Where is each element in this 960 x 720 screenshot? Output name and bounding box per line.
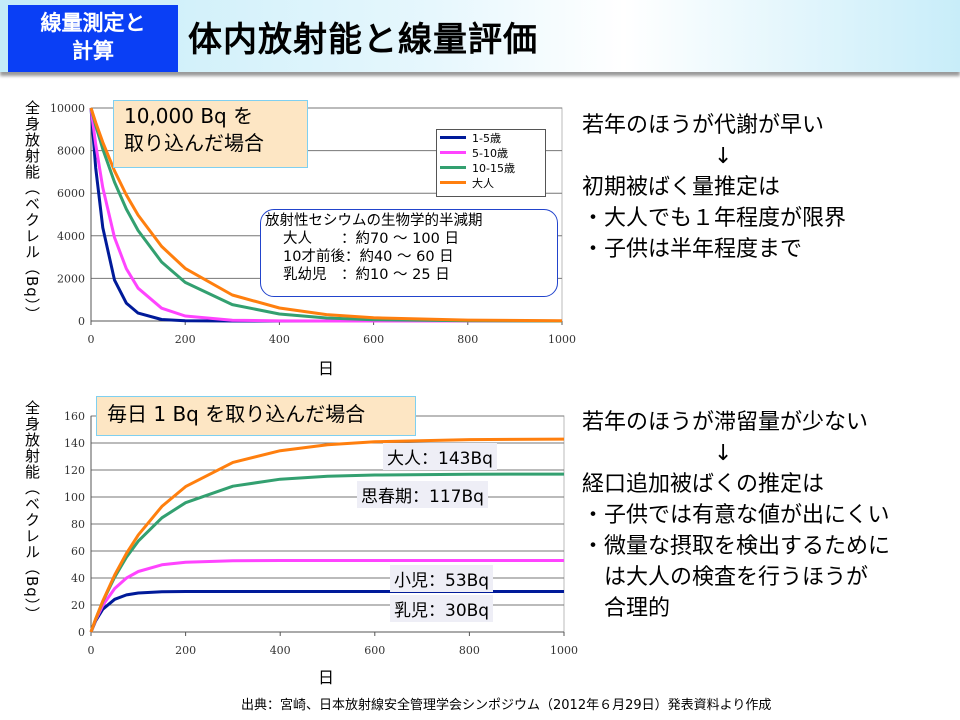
y-tick-label: 40: [71, 572, 85, 585]
x-tick-label: 1000: [548, 333, 576, 346]
bullet-item: ・大人でも１年程度が限界: [582, 206, 847, 231]
y-tick-label: 8000: [57, 145, 85, 158]
y-tick-label: 10000: [50, 102, 85, 115]
x-tick-label: 0: [88, 333, 95, 346]
annotation-row: 10才前後：約40 ～ 60 日: [283, 249, 454, 265]
legend-label: 5-10歳: [472, 146, 508, 160]
x-tick-label: 400: [270, 644, 291, 657]
legend-item: 5-10歳: [437, 145, 545, 160]
bullet-item-cont: は大人の検査を行うほうが: [582, 565, 869, 590]
slide-header: 線量測定と 計算 体内放射能と線量評価: [0, 0, 960, 72]
x-tick-label: 0: [88, 644, 95, 657]
text-line: 若年のほうが滞留量が少ない: [582, 410, 869, 435]
chart1-ylabel: 全身放射能（ベクレル（Bq））: [23, 100, 41, 323]
legend-swatch: [440, 136, 466, 139]
half-life-annotation: 放射性セシウムの生物学的半減期 大人 ：約70 ～ 100 日 10才前後：約4…: [260, 209, 558, 297]
y-tick-label: 100: [64, 491, 85, 504]
x-tick-label: 600: [363, 333, 384, 346]
y-tick-label: 0: [78, 315, 85, 328]
legend-label: 大人: [472, 176, 494, 190]
right-text-top: 若年のほうが代謝が早い ↓ 初期被ばく量推定は ・大人でも１年程度が限界 ・子供…: [582, 110, 846, 265]
y-tick-label: 80: [71, 518, 85, 531]
chart1-callout: 10,000 Bq を 取り込んだ場合: [113, 100, 308, 168]
slide-title: 体内放射能と線量評価: [188, 20, 538, 60]
chart2-callout: 毎日 1 Bq を取り込んだ場合: [96, 396, 416, 436]
legend-item: 1-5歳: [437, 130, 545, 145]
badge-line-1: 線量測定と: [40, 11, 146, 35]
label-adult: 大人：143Bq: [383, 443, 497, 470]
chart2-ylabel: 全身放射能（ベクレル（Bq））: [23, 400, 41, 623]
chart2-xlabel: 日: [318, 668, 335, 687]
series-line-1: [89, 559, 564, 633]
chart1-xlabel: 日: [318, 359, 335, 378]
x-tick-label: 600: [364, 644, 385, 657]
x-tick-label: 200: [175, 644, 196, 657]
text-line: 経口追加被ばくの推定は: [582, 472, 825, 497]
series-line-2: [89, 107, 563, 323]
series-line-3: [89, 107, 563, 323]
bullet-item: ・子供は半年程度まで: [582, 237, 803, 262]
label-adolescent: 思春期：117Bq: [357, 481, 488, 508]
series-line-0: [89, 590, 564, 633]
badge-line-2: 計算: [72, 39, 114, 63]
y-tick-label: 4000: [57, 230, 85, 243]
x-tick-label: 800: [457, 333, 478, 346]
y-tick-label: 140: [64, 437, 85, 450]
legend-item: 大人: [437, 175, 545, 190]
legend-swatch: [440, 181, 466, 184]
source-footer: 出典：宮崎、日本放射線安全管理学会シンポジウム（2012年６月29日）発表資料よ…: [241, 698, 772, 713]
legend-label: 1-5歳: [472, 131, 501, 145]
y-tick-label: 2000: [57, 272, 85, 285]
series-line-3: [89, 437, 565, 633]
bullet-item: ・子供では有意な値が出にくい: [582, 503, 890, 528]
series-line-1: [89, 107, 562, 323]
y-tick-label: 120: [64, 464, 85, 477]
annotation-row: 乳幼児 ：約10 ～ 25 日: [283, 267, 450, 283]
y-tick-label: 60: [71, 545, 85, 558]
text-line: 若年のほうが代謝が早い: [582, 113, 825, 138]
x-tick-label: 400: [269, 333, 290, 346]
annotation-row: 大人 ：約70 ～ 100 日: [283, 231, 459, 247]
label-child: 小児：53Bq: [390, 565, 494, 592]
callout-line-1: 10,000 Bq を: [124, 104, 254, 128]
x-tick-label: 200: [175, 333, 196, 346]
right-text-bottom: 若年のほうが滞留量が少ない ↓ 経口追加被ばくの推定は ・子供では有意な値が出に…: [582, 407, 890, 624]
bullet-item-cont: 合理的: [582, 596, 671, 621]
legend-swatch: [440, 151, 466, 154]
section-badge: 線量測定と 計算: [8, 5, 178, 72]
arrow-down-icon: ↓: [582, 144, 733, 169]
y-tick-label: 20: [71, 599, 85, 612]
annotation-title: 放射性セシウムの生物学的半減期: [265, 213, 483, 229]
callout-line-2: 取り込んだ場合: [124, 131, 264, 155]
x-tick-label: 1000: [550, 644, 578, 657]
y-tick-label: 6000: [57, 187, 85, 200]
arrow-down-icon: ↓: [582, 441, 733, 466]
y-tick-label: 160: [64, 410, 85, 423]
chart1-legend: 1-5歳 5-10歳 10-15歳 大人: [436, 129, 546, 197]
x-tick-label: 800: [459, 644, 480, 657]
y-tick-label: 0: [78, 626, 85, 639]
text-line: 初期被ばく量推定は: [582, 175, 781, 200]
legend-item: 10-15歳: [437, 160, 545, 175]
label-infant: 乳児：30Bq: [390, 595, 494, 622]
legend-swatch: [440, 166, 466, 169]
bullet-item: ・微量な摂取を検出するために: [582, 534, 891, 559]
legend-label: 10-15歳: [472, 161, 515, 175]
